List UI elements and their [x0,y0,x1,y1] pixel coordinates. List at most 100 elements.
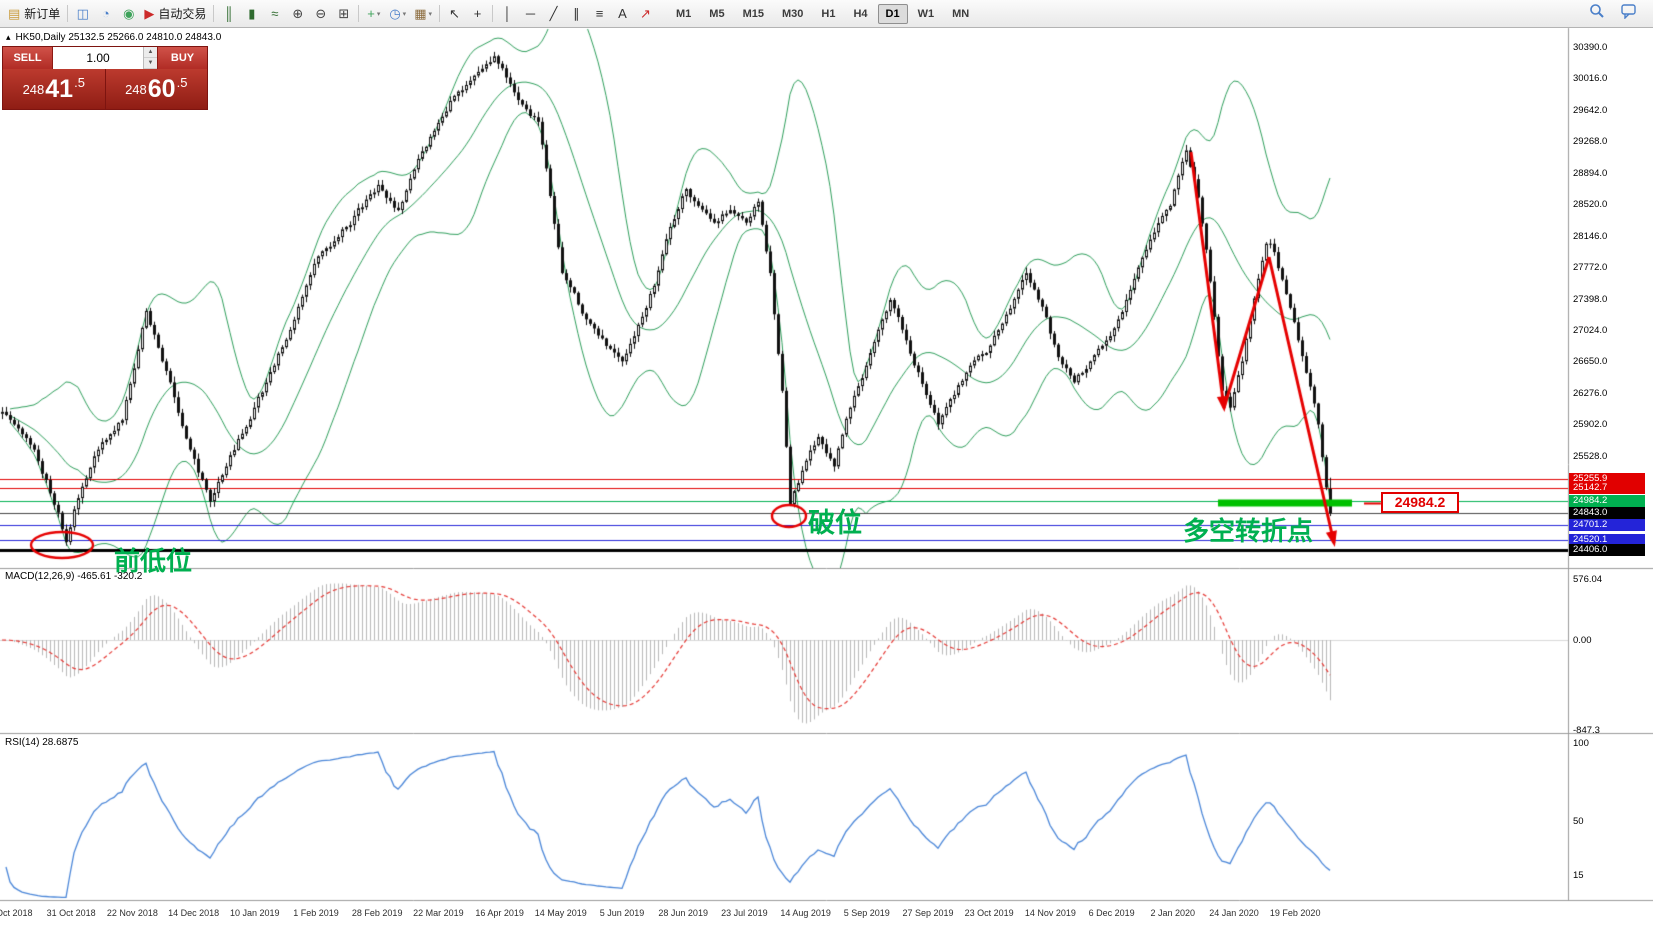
vline-icon: │ [503,6,512,21]
profiles-icon: ◔ [101,6,110,21]
timeframe-d1-button[interactable]: D1 [877,3,908,24]
arrows-icon: ↗ [640,6,651,21]
indicators-button[interactable]: + ▾ [362,2,385,25]
time-axis[interactable]: Oct 2018 31 Oct 2018 22 Nov 2018 14 Dec 201… [0,901,1653,925]
price-axis-tick: 27772.0 [1573,262,1608,274]
price-digits: 248 [22,81,45,97]
price-axis-tick: 28520.0 [1573,199,1608,211]
timeframe-m1-button[interactable]: M1 [676,7,692,20]
sell-price[interactable]: 248 41.5 [3,69,106,109]
profiles-button[interactable]: ◔ [94,2,117,25]
cursor-icon: ↖ [449,6,460,21]
bar-chart-button[interactable]: ║ [217,2,240,25]
price-digits-decimal: .5 [74,74,85,90]
timeframe-m15-button[interactable]: M15 [742,7,764,20]
volume-value[interactable]: 1.00 [86,51,110,65]
spin-up-icon[interactable]: ▲ [144,47,157,58]
price-level-badge: 25255.9 [1569,472,1645,485]
date-axis-label: 14 Nov 2019 [1024,908,1076,918]
date-axis-label: 22 Mar 2019 [413,908,464,918]
timeframe-h1-button[interactable]: H1 [821,7,836,20]
refresh-icon: ◉ [123,6,135,21]
trade-panel-header: SELL 1.00 ▲ ▼ BUY [3,47,207,69]
charts-button[interactable]: ◫ [71,2,94,25]
toolbar-separator [213,5,215,22]
candle-chart-button[interactable]: ▮ [240,2,263,25]
date-axis-label: Oct 2018 [0,908,33,918]
price-axis-tick: 28146.0 [1573,230,1608,242]
hline-button[interactable]: ─ [519,2,542,25]
price-axis-tick: 27398.0 [1573,293,1608,305]
charts-icon: ◫ [76,6,89,21]
crosshair-button[interactable]: + [466,2,489,25]
search-icon [1589,3,1605,24]
date-axis-label: 31 Oct 2018 [46,908,96,918]
new-order-button[interactable]: ▤ 新订单 [4,2,64,25]
arrows-button[interactable]: ↗ [634,2,657,25]
search-button[interactable] [1585,2,1609,25]
dropdown-caret-icon: ▾ [376,10,381,18]
vline-button[interactable]: │ [496,2,519,25]
cursor-button[interactable]: ↖ [443,2,466,25]
autotrade-button[interactable]: ▶ 自动交易 [140,2,210,25]
fibo-icon: ≡ [595,6,604,21]
volume-field[interactable]: 1.00 ▲ ▼ [53,47,157,69]
refresh-button[interactable]: ◉ [117,2,140,25]
one-click-collapse-icon[interactable]: ▴ [6,32,11,42]
rsi-axis-tick: 50 [1573,815,1584,827]
price-digits-decimal: .5 [176,74,188,90]
toolbar-right [1585,2,1649,25]
spin-down-icon[interactable]: ▼ [144,58,157,69]
timeframe-m5-button[interactable]: M5 [709,7,725,20]
autotrade-icon: ▶ [144,6,155,21]
chat-icon [1621,3,1637,24]
toolbar: ▤ 新订单 ◫ ◔ ◉ ▶ 自动交易 ║ ▮ ≈ ⊕ ⊖ ⊞ + ▾ ◷ ▾ ▦ ▾ ↖ + │ ─ ╱ ∥ ≡ A ↗ M1 M5 M1… [0,0,1653,28]
rsi-axis-tick: 100 [1573,738,1589,749]
symbol-ohlc-line: ▴ HK50,Daily 25132.5 25266.0 24810.0 248… [6,32,221,43]
toolbar-separator [67,5,69,22]
one-click-trade-panel: SELL 1.00 ▲ ▼ BUY 248 41.5 248 60.5 [2,46,208,110]
text-button[interactable]: A [611,2,634,25]
price-digits-large: 60 [147,74,176,103]
price-axis-tick: 30016.0 [1573,73,1608,85]
macd-axis-tick: 0.00 [1573,635,1592,646]
zoom-out-button[interactable]: ⊖ [309,2,332,25]
buy-price[interactable]: 248 60.5 [105,69,207,109]
timeframe-mn-button[interactable]: MN [952,7,970,20]
zoom-out-icon: ⊖ [315,6,327,21]
line-chart-icon: ≈ [271,6,279,21]
toolbar-separator [439,5,440,22]
toolbar-separator [358,5,360,22]
price-level-badge: 24701.2 [1569,519,1645,532]
tile-windows-button[interactable]: ⊞ [332,2,355,25]
zoom-in-button[interactable]: ⊕ [286,2,309,25]
toolbar-buttons: ▤ 新订单 ◫ ◔ ◉ ▶ 自动交易 ║ ▮ ≈ ⊕ ⊖ ⊞ + ▾ ◷ ▾ ▦ ▾ ↖ + │ ─ ╱ ∥ ≡ A ↗ [4,0,657,27]
fibo-button[interactable]: ≡ [588,2,611,25]
date-axis-label: 27 Sep 2019 [902,908,954,918]
timeframe-h4-button[interactable]: H4 [853,7,868,20]
price-axis-tick: 25528.0 [1573,450,1608,462]
timeframe-w1-button[interactable]: W1 [917,7,935,20]
date-axis-label: 14 Dec 2018 [168,908,220,918]
timeframe-m30-button[interactable]: M30 [781,7,804,20]
chat-button[interactable] [1617,2,1641,25]
price-level-badge: 24843.0 [1569,507,1645,520]
date-axis-label: 23 Oct 2019 [964,908,1014,918]
price-level-badge: 24520.1 [1569,534,1645,547]
sell-button[interactable]: SELL [3,47,53,69]
new-order-icon: ▤ [8,6,21,21]
templates-button[interactable]: ▦ ▾ [410,2,436,25]
line-chart-button[interactable]: ≈ [263,2,286,25]
date-axis-label: 5 Jun 2019 [599,908,645,918]
periods-button[interactable]: ◷ ▾ [385,2,410,25]
annotation-prev-low: 前低位 [114,546,193,576]
channel-button[interactable]: ∥ [565,2,588,25]
price-axis-tick: 25902.0 [1573,419,1608,431]
macd-label: MACD(12,26,9) -465.61 -320.2 [5,571,143,582]
trendline-button[interactable]: ╱ [542,2,565,25]
symbol-ohlc-text: HK50,Daily 25132.5 25266.0 24810.0 24843… [15,32,222,43]
buy-button[interactable]: BUY [157,47,207,69]
price-axis[interactable]: 30390.0 30016.0 29642.0 29268.0 28894.0 28520… [1568,28,1653,901]
templates-icon: ▦ [414,6,427,21]
